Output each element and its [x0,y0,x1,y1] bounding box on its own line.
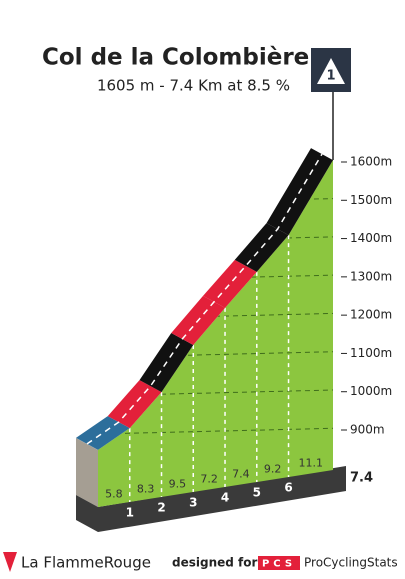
logo-box [258,556,300,570]
gradient-label: 5.8 [105,488,123,501]
km-label: 5 [253,486,261,500]
ribbon-centerline [86,153,323,445]
ribbon-segment [107,380,162,429]
gradient-label: 7.4 [232,468,250,481]
total-distance: 7.4 [350,471,373,486]
brand: La FlammeRouge [21,554,151,572]
km-label: 2 [157,501,165,515]
side-face [76,438,98,507]
y-tick-label: 900m [350,423,385,437]
logo: PCS [262,559,296,570]
km-label: 6 [284,481,292,495]
category-label: 1 [326,69,335,84]
profile-area [98,160,333,508]
category-triangle [317,58,345,84]
gradient-label: 9.2 [264,463,282,476]
chart-subtitle: 1605 m - 7.4 Km at 8.5 % [97,77,290,95]
grid [98,160,333,502]
y-tick-label: 1000m [350,384,392,398]
gradient-label: 9.5 [169,478,187,491]
gradient-label: 11.1 [299,457,324,470]
y-tick-label: 1200m [350,308,392,322]
site: ProCyclingStats [304,556,398,570]
y-tick-label: 1500m [350,193,392,207]
designed-for: designed for [172,556,257,570]
y-tick-label: 1100m [350,346,392,360]
km-label: 4 [221,491,229,505]
gradient-label: 8.3 [137,483,155,496]
chart-title: Col de la Colombière [42,45,309,71]
y-tick-label: 1400m [350,231,392,245]
flame-icon [3,552,17,572]
gradient-label: 7.2 [200,473,218,486]
ribbon-segment [203,259,257,308]
km-label: 3 [189,496,197,510]
y-tick-label: 1300m [350,269,392,283]
base [76,466,346,532]
km-label: 1 [126,506,134,520]
plot: 900m 1000m 1100m 1200m 1300m 1400m 1500m 1600m 1… [76,148,392,520]
y-tick-label: 1600m [350,155,392,169]
footer: La FlammeRouge designed for PCS ProCycli… [3,552,398,572]
